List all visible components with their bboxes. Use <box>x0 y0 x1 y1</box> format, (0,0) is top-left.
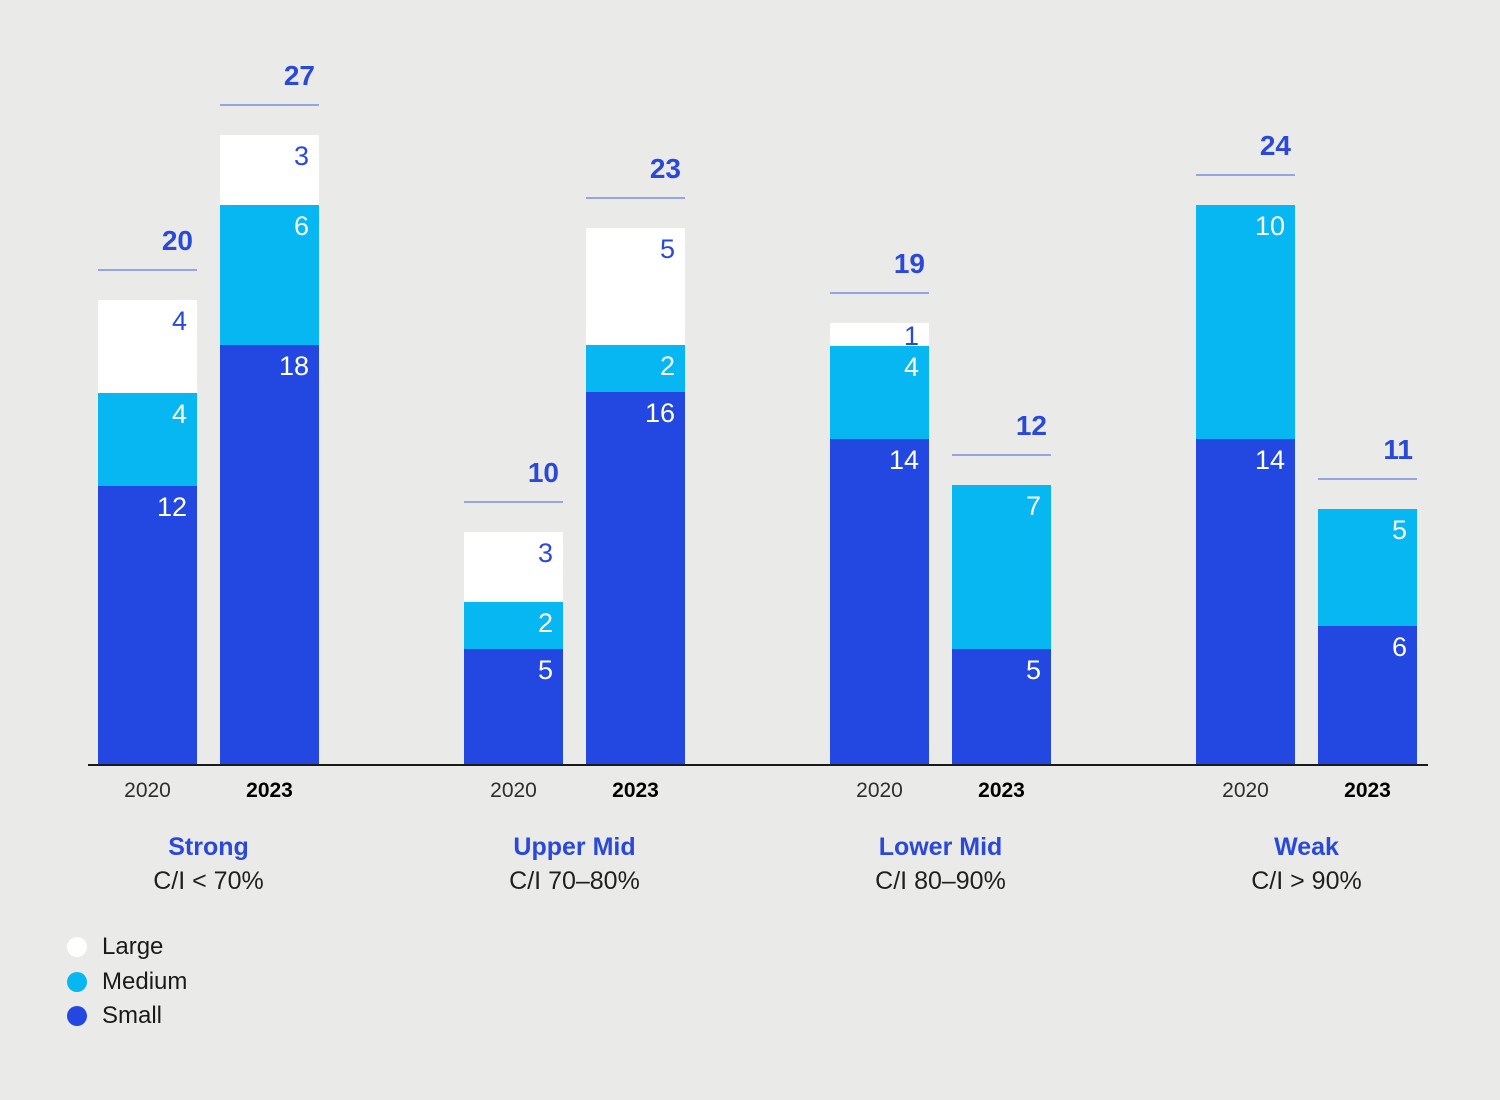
bar-segment-medium: 2 <box>586 345 685 392</box>
group-label: Upper Mid <box>513 833 636 861</box>
segment-value-label: 3 <box>293 141 309 171</box>
segment-value-label: 3 <box>537 538 553 568</box>
bar-segment-small: 14 <box>830 439 929 766</box>
segment-value-label: 5 <box>659 234 675 264</box>
group-label: Lower Mid <box>878 833 1003 861</box>
segment-value-label: 10 <box>1254 211 1285 241</box>
legend-label: Small <box>102 1002 163 1029</box>
bar-segment-medium: 5 <box>1318 509 1417 626</box>
total-underline <box>830 292 929 294</box>
bar-segment-large: 3 <box>220 135 319 205</box>
segment-value-label: 12 <box>156 492 187 522</box>
segment-value-label: 7 <box>1025 491 1041 521</box>
legend-label: Medium <box>102 967 188 995</box>
segment-value-label: 5 <box>1025 655 1041 685</box>
x-axis-line <box>88 764 1428 766</box>
total-underline <box>464 501 563 503</box>
tick-label-2020: 2020 <box>124 779 171 802</box>
group-label: Strong <box>168 833 249 861</box>
total-label: 20 <box>161 225 193 256</box>
segment-value-label: 1 <box>903 321 919 351</box>
group-sublabel: C/I > 90% <box>1251 867 1362 895</box>
segment-value-label: 4 <box>171 399 187 429</box>
total-underline <box>952 454 1051 456</box>
bar-segment-small: 16 <box>586 392 685 766</box>
total-label: 12 <box>1015 410 1047 441</box>
segment-value-label: 4 <box>903 352 919 382</box>
total-underline <box>220 104 319 106</box>
segment-value-label: 16 <box>644 398 675 428</box>
large-swatch-icon <box>67 937 87 957</box>
total-label: 10 <box>527 457 559 488</box>
bar-segment-medium: 4 <box>98 393 197 486</box>
bar-segment-small: 12 <box>98 486 197 766</box>
segment-value-label: 6 <box>1391 632 1407 662</box>
tick-label-2020: 2020 <box>490 779 537 802</box>
total-label: 11 <box>1383 434 1413 465</box>
total-label: 27 <box>283 60 315 91</box>
bar-segment-medium: 6 <box>220 205 319 345</box>
legend-item-small: Small <box>67 1002 163 1029</box>
bar-segment-small: 5 <box>464 649 563 766</box>
bar-segment-large: 3 <box>464 532 563 602</box>
total-underline <box>586 197 685 199</box>
tick-label-2023: 2023 <box>1344 779 1391 802</box>
bar-segment-small: 14 <box>1196 439 1295 766</box>
segment-value-label: 4 <box>171 306 187 336</box>
group-sublabel: C/I 70–80% <box>509 867 640 895</box>
total-label: 23 <box>649 153 681 184</box>
total-underline <box>1318 478 1417 480</box>
legend-item-large: Large <box>67 933 164 960</box>
total-underline <box>1196 174 1295 176</box>
bar-segment-small: 5 <box>952 649 1051 766</box>
segment-value-label: 14 <box>888 445 919 475</box>
group-sublabel: C/I < 70% <box>153 867 264 895</box>
group-label: Weak <box>1274 833 1339 861</box>
tick-label-2023: 2023 <box>612 779 659 802</box>
bar-segment-medium: 2 <box>464 602 563 649</box>
tick-label-2023: 2023 <box>246 779 293 802</box>
total-label: 24 <box>1259 130 1291 161</box>
tick-label-2020: 2020 <box>1222 779 1269 802</box>
tick-label-2020: 2020 <box>856 779 903 802</box>
medium-swatch-icon <box>67 971 87 992</box>
small-swatch-icon <box>67 1006 87 1026</box>
segment-value-label: 2 <box>659 351 675 381</box>
segment-value-label: 18 <box>278 351 309 381</box>
segment-value-label: 2 <box>537 608 553 638</box>
bar-segment-medium: 7 <box>952 485 1051 649</box>
legend-label: Large <box>102 933 164 960</box>
segment-value-label: 14 <box>1254 445 1285 475</box>
segment-value-label: 5 <box>1391 515 1407 545</box>
bar-segment-large: 5 <box>586 228 685 345</box>
total-label: 19 <box>893 248 925 279</box>
bar-segment-medium: 4 <box>830 346 929 439</box>
bar-segment-medium: 10 <box>1196 205 1295 439</box>
group-sublabel: C/I 80–90% <box>875 867 1006 895</box>
legend-item-medium: Medium <box>67 967 188 995</box>
bar-segment-large: 4 <box>98 300 197 393</box>
bar-segment-small: 18 <box>220 345 319 766</box>
bar-segment-small: 6 <box>1318 626 1417 766</box>
bar-segment-large: 1 <box>830 323 929 350</box>
tick-label-2023: 2023 <box>978 779 1025 802</box>
total-underline <box>98 269 197 271</box>
segment-value-label: 5 <box>537 655 553 685</box>
segment-value-label: 6 <box>293 211 309 241</box>
